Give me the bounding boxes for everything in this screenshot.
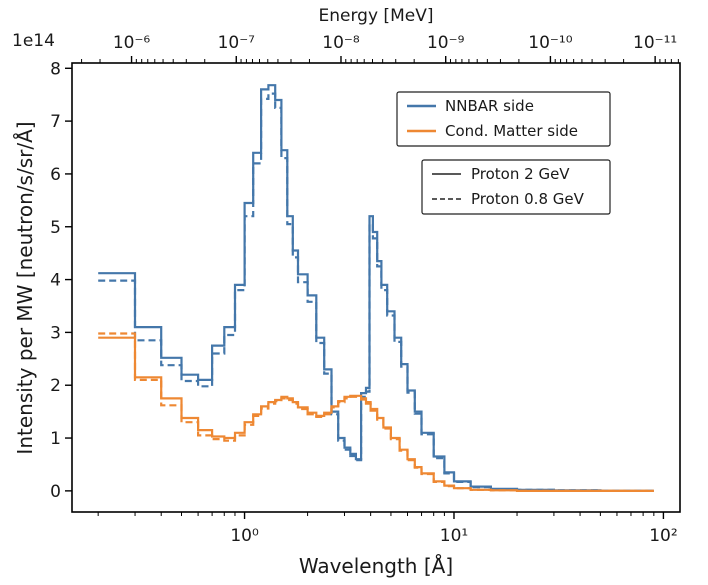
legend-label-nnbar: NNBAR side [445,97,534,115]
y-tick-label: 0 [50,482,61,502]
x-axis-title: Wavelength [Å] [299,554,453,578]
x-tick-label: 10⁰ [230,526,259,546]
legend-label-proton-08gev: Proton 0.8 GeV [471,190,585,208]
y-tick-label: 3 [50,323,61,343]
y-tick-label: 1 [50,429,61,449]
secondary-x-axis-title: Energy [MeV] [319,6,434,26]
energy-tick-label: 10⁻⁷ [218,33,256,53]
y-tick-label: 5 [50,218,61,238]
legend-styles: Proton 2 GeV Proton 0.8 GeV [421,159,611,215]
series-line-4 [98,332,654,492]
series-layer [98,84,654,492]
y-tick-label: 7 [50,112,61,132]
legend-label-cond-matter: Cond. Matter side [445,122,578,140]
series-line-1 [98,84,654,492]
legend-styles-box [421,159,611,215]
series-line-2 [98,92,654,492]
energy-tick-label: 10⁻¹¹ [633,33,677,53]
y-tick-label: 2 [50,376,61,396]
ticks-layer: 0 1 2 3 4 5 6 7 8 10⁰ 10¹ 10² 10⁻⁶ 10⁻⁷ 10⁻⁸ 10⁻⁹ 10⁻¹⁰ 1… [50,33,679,546]
y-tick-label: 4 [50,271,61,291]
y-tick-label: 6 [50,165,61,185]
y-axis-title: Intensity per MW [neutron/s/sr/Å] [13,121,37,454]
energy-tick-label: 10⁻⁶ [113,33,151,53]
legend-label-proton-2gev: Proton 2 GeV [471,165,570,183]
plot-frame [71,62,681,513]
y-offset-label: 1e14 [12,31,55,51]
x-tick-label: 10² [649,526,677,546]
legend-colors: NNBAR side Cond. Matter side [396,91,611,147]
x-tick-label: 10¹ [440,526,468,546]
energy-tick-label: 10⁻⁹ [427,33,465,53]
energy-tick-label: 10⁻⁸ [322,33,360,53]
energy-tick-label: 10⁻¹⁰ [528,33,572,53]
legend-colors-box [396,91,611,147]
y-tick-label: 8 [50,59,61,79]
